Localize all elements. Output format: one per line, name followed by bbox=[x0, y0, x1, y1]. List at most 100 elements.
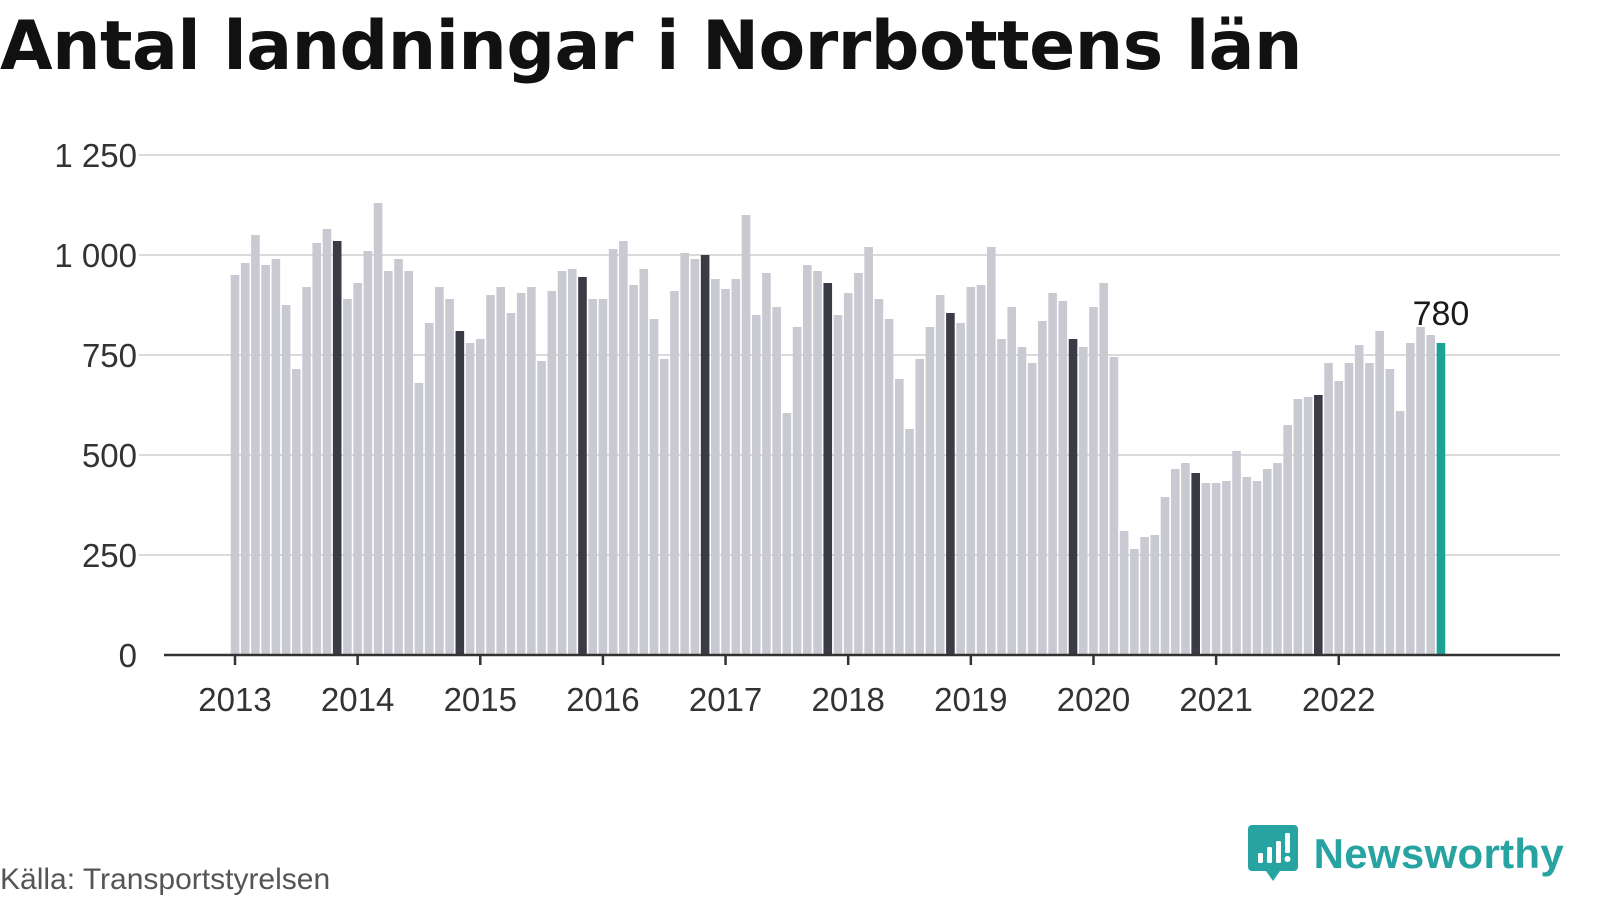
bar bbox=[1068, 339, 1078, 655]
x-tick-label: 2018 bbox=[811, 681, 884, 718]
bar bbox=[1150, 535, 1160, 655]
bar bbox=[1017, 347, 1027, 655]
y-tick-label: 500 bbox=[82, 437, 137, 474]
x-axis-ticks: 2013 2014 2015 2016 2017 2018 2019 2020 2021 2022 bbox=[198, 655, 1375, 718]
bar bbox=[915, 359, 925, 655]
y-tick-label: 0 bbox=[119, 637, 137, 674]
y-axis-ticks: 0 250 500 750 1 000 1 250 bbox=[54, 137, 137, 674]
bar bbox=[966, 287, 976, 655]
bar bbox=[1344, 363, 1354, 655]
bar bbox=[659, 359, 669, 655]
bar bbox=[292, 369, 301, 655]
bar bbox=[1426, 335, 1436, 655]
bar bbox=[1058, 301, 1068, 655]
bar bbox=[895, 379, 904, 655]
brand-name: Newsworthy bbox=[1313, 830, 1564, 877]
bar bbox=[874, 299, 884, 655]
bar bbox=[251, 235, 260, 655]
bar bbox=[731, 279, 741, 655]
bar bbox=[1119, 531, 1129, 655]
bar bbox=[690, 259, 700, 655]
bar bbox=[956, 323, 965, 655]
x-tick-label: 2021 bbox=[1179, 681, 1252, 718]
chart-title: Antal landningar i Norrbottens län bbox=[0, 7, 1302, 86]
x-tick-label: 2014 bbox=[321, 681, 394, 718]
brand-logo[interactable]: Newsworthy bbox=[1247, 824, 1564, 884]
x-tick-label: 2015 bbox=[444, 681, 517, 718]
bar bbox=[363, 251, 373, 655]
bar bbox=[240, 263, 250, 655]
bar bbox=[813, 271, 822, 655]
bar bbox=[823, 283, 833, 655]
newsworthy-logo-icon bbox=[1247, 825, 1298, 881]
bar bbox=[1385, 369, 1395, 655]
x-tick-label: 2019 bbox=[934, 681, 1007, 718]
bar bbox=[1314, 395, 1323, 655]
bar bbox=[537, 361, 546, 655]
bar bbox=[1252, 481, 1262, 655]
bar bbox=[1354, 345, 1364, 655]
bar bbox=[1222, 481, 1231, 655]
bar bbox=[833, 315, 843, 655]
bar bbox=[976, 285, 986, 655]
bar bbox=[404, 271, 414, 655]
bar bbox=[1191, 473, 1200, 655]
bar bbox=[424, 323, 434, 655]
bar bbox=[281, 305, 291, 655]
bar bbox=[271, 259, 281, 655]
bar bbox=[1027, 363, 1037, 655]
bar bbox=[465, 343, 475, 655]
y-tick-label: 750 bbox=[82, 337, 137, 374]
bar bbox=[629, 285, 638, 655]
bar bbox=[905, 429, 914, 655]
bar bbox=[332, 241, 342, 655]
bar bbox=[373, 203, 383, 655]
bar bbox=[762, 273, 771, 655]
bar bbox=[475, 339, 485, 655]
bar bbox=[1406, 343, 1415, 655]
bar bbox=[700, 255, 710, 655]
x-tick-label: 2017 bbox=[689, 681, 762, 718]
bar bbox=[1109, 357, 1119, 655]
y-tick-label: 250 bbox=[82, 537, 137, 574]
bar bbox=[1283, 425, 1292, 655]
bar bbox=[619, 241, 628, 655]
bar bbox=[1416, 327, 1425, 655]
bar bbox=[384, 271, 393, 655]
bar bbox=[741, 215, 751, 655]
bar bbox=[854, 273, 863, 655]
bar bbox=[670, 291, 679, 655]
bar bbox=[1211, 483, 1221, 655]
bar bbox=[312, 243, 322, 655]
bar bbox=[997, 339, 1006, 655]
bar bbox=[639, 269, 649, 655]
bar bbox=[598, 299, 608, 655]
bar bbox=[1262, 469, 1272, 655]
bar bbox=[506, 313, 516, 655]
bar bbox=[557, 271, 567, 655]
bar bbox=[1181, 463, 1190, 655]
bar bbox=[1099, 283, 1108, 655]
bar bbox=[608, 249, 618, 655]
bar bbox=[486, 295, 495, 655]
bar bbox=[1078, 347, 1088, 655]
last-value-label: 780 bbox=[1413, 295, 1470, 333]
x-tick-label: 2020 bbox=[1057, 681, 1130, 718]
bar bbox=[414, 383, 424, 655]
bar bbox=[1293, 399, 1303, 655]
bar bbox=[527, 287, 536, 655]
bar bbox=[445, 299, 454, 655]
bar bbox=[1273, 463, 1282, 655]
bar bbox=[1232, 451, 1241, 655]
bar bbox=[1324, 363, 1333, 655]
bar bbox=[1130, 549, 1139, 655]
bar bbox=[567, 269, 577, 655]
bar bbox=[772, 307, 781, 655]
y-tick-label: 1 000 bbox=[54, 237, 137, 274]
bar bbox=[261, 265, 270, 655]
x-tick-label: 2016 bbox=[566, 681, 639, 718]
bar bbox=[925, 327, 935, 655]
bar bbox=[1048, 293, 1057, 655]
bar bbox=[884, 319, 894, 655]
bar bbox=[1375, 331, 1384, 655]
